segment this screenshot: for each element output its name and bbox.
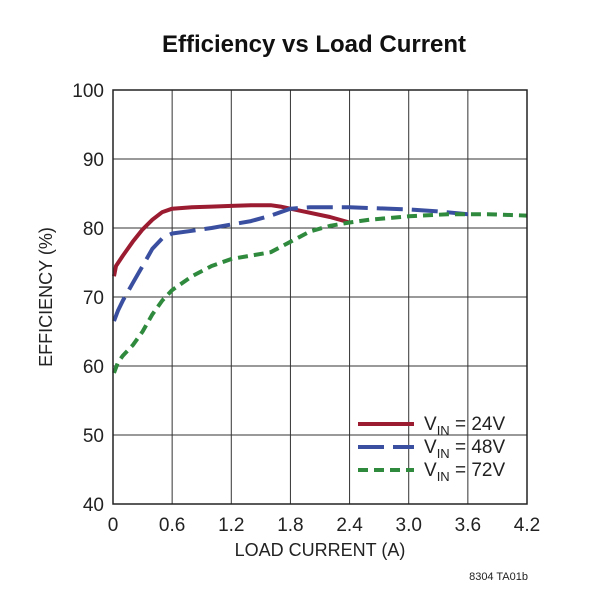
x-axis-label: LOAD CURRENT (A) (235, 540, 406, 560)
y-tick-label: 50 (83, 426, 104, 447)
series-line-2 (112, 205, 469, 322)
y-tick-label: 100 (72, 81, 104, 102)
x-tick-label: 2.4 (336, 515, 363, 536)
figure-footnote: 8304 TA01b (469, 571, 528, 583)
y-tick-label: 90 (83, 150, 104, 171)
y-tick-label: 60 (83, 357, 104, 378)
series-line-1 (112, 203, 351, 277)
legend-label-1: VIN = 24V (424, 414, 505, 438)
x-tick-label: 4.2 (514, 515, 540, 536)
y-tick-label: 80 (83, 219, 104, 240)
y-tick-labels: 40 50 60 70 80 90 100 (72, 81, 104, 516)
y-tick-label: 40 (83, 495, 104, 516)
legend-label-3: VIN = 72V (424, 460, 505, 484)
y-axis-label: EFFICIENCY (%) (36, 227, 56, 367)
chart-title: Efficiency vs Load Current (162, 31, 466, 58)
series-lines (112, 203, 528, 374)
y-tick-label: 70 (83, 288, 104, 309)
x-tick-label: 3.6 (455, 515, 481, 536)
legend-label-2: VIN = 48V (424, 437, 505, 461)
plot-frame (112, 89, 528, 505)
x-tick-label: 0 (108, 515, 119, 536)
x-tick-label: 1.2 (218, 515, 244, 536)
x-tick-label: 0.6 (159, 515, 185, 536)
series-line-3 (112, 212, 528, 374)
x-tick-label: 1.8 (277, 515, 303, 536)
x-tick-labels: 0 0.6 1.2 1.8 2.4 3.0 3.6 4.2 (108, 515, 541, 536)
x-tick-label: 3.0 (396, 515, 422, 536)
